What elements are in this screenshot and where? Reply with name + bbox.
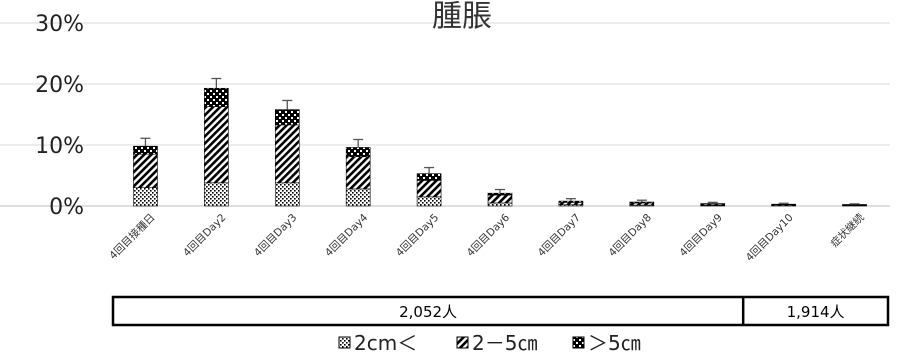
- bar-segment-checker: [487, 192, 513, 196]
- legend-swatch: [572, 336, 585, 349]
- error-bar: [707, 201, 718, 204]
- bar-segment-diagonal: [204, 106, 229, 184]
- legend-swatch: [338, 336, 351, 349]
- y-tick-label: 30%: [35, 12, 84, 37]
- n-group-label: 1,914人: [787, 303, 845, 321]
- bar-segment-dots: [416, 196, 442, 207]
- bar-segment-diagonal: [629, 202, 655, 206]
- error-bar: [353, 138, 364, 148]
- bar-segment-diagonal: [133, 153, 158, 188]
- bar-segment-diagonal: [558, 202, 584, 206]
- bar-segment-diagonal: [345, 156, 371, 190]
- bar-segment-checker: [416, 173, 442, 181]
- bar-segment-diagonal: [416, 180, 442, 198]
- error-bar: [211, 77, 222, 89]
- bar-segment-dots: [345, 188, 371, 207]
- x-tick-label: 4回目Day4: [323, 211, 371, 259]
- x-tick-label: 4回目Day6: [465, 211, 513, 259]
- x-tick-label: 症状継続: [828, 211, 867, 250]
- legend-label: 2－5㎝: [472, 331, 537, 355]
- x-tick-label: 4回目Day5: [394, 212, 441, 259]
- error-bar: [140, 137, 151, 147]
- bar-segment-dots: [133, 187, 158, 207]
- chart-title: 腫脹: [432, 0, 492, 34]
- error-bar: [849, 203, 860, 205]
- legend: 2cm＜ 2－5㎝ ＞5㎝: [338, 331, 641, 355]
- x-tick-label: 4回目Day10: [744, 212, 796, 264]
- error-bar: [778, 202, 789, 205]
- bar-segment-checker: [274, 109, 300, 126]
- bar-segment-checker: [133, 145, 158, 155]
- bar-segment-dots: [204, 182, 229, 207]
- y-tick-label: 20%: [35, 73, 84, 98]
- x-tick-label: 4回目Day9: [677, 212, 724, 259]
- bar-segment-checker: [842, 204, 867, 206]
- bar-segment-checker: [345, 147, 371, 157]
- x-tick-label: 4回目Day7: [536, 212, 583, 259]
- bar-segment-checker: [204, 87, 229, 107]
- n-group-label: 2,052人: [399, 303, 457, 321]
- bar-segment-checker: [700, 203, 726, 205]
- bar-segment-diagonal: [274, 124, 300, 184]
- bar-segment-checker: [629, 201, 655, 204]
- x-tick-label: 4回目Day8: [606, 212, 653, 259]
- legend-swatch: [456, 336, 469, 349]
- y-tick-label: 0%: [49, 195, 84, 220]
- error-bar: [495, 188, 505, 194]
- bar-segment-dots: [487, 202, 513, 207]
- x-tick-label: 4回目Day2: [181, 212, 228, 259]
- bar-segment-diagonal: [487, 194, 513, 204]
- legend-label: ＞5㎝: [588, 331, 641, 355]
- error-bar: [424, 166, 435, 174]
- error-bar: [282, 99, 293, 110]
- error-bar: [636, 199, 647, 203]
- bar-segment-dots: [274, 182, 300, 207]
- y-tick-label: 10%: [35, 134, 84, 159]
- bar-segment-checker: [558, 200, 584, 203]
- legend-label: 2cm＜: [354, 331, 417, 355]
- error-bar: [565, 198, 576, 202]
- bar-segment-checker: [771, 203, 796, 206]
- x-tick-label: 4回目接種日: [107, 211, 158, 262]
- x-tick-label: 4回目Day3: [252, 212, 299, 259]
- n-table: [111, 295, 890, 327]
